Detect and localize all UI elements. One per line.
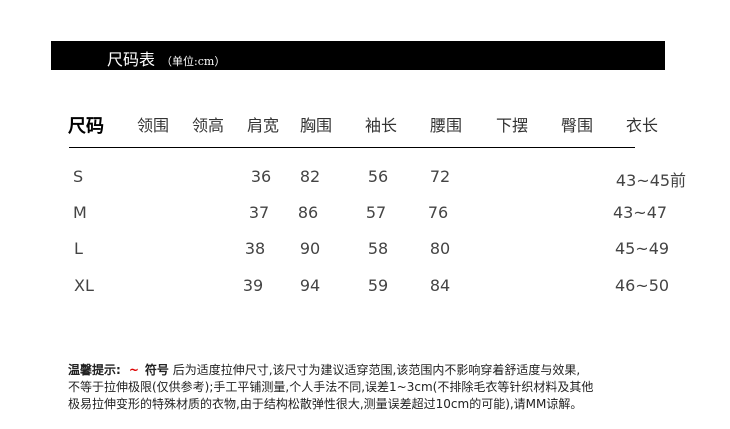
cell-sleeve: 59 (367, 276, 389, 295)
cell-shoulder: 36 (250, 167, 272, 186)
cell-waist: 72 (429, 167, 451, 186)
note-symbol: 符号 (144, 363, 169, 377)
cell-chest: 94 (299, 276, 321, 295)
table-row: M 37 86 57 76 43~47 (0, 203, 730, 225)
cell-length: 45~49 (614, 239, 670, 258)
header-collar-height: 领高 (191, 116, 225, 135)
header-shoulder: 肩宽 (246, 116, 280, 135)
cell-sleeve: 56 (367, 167, 389, 186)
tilde-symbol: ~ (128, 363, 139, 377)
cell-size: L (74, 239, 83, 258)
cell-size: M (73, 203, 87, 222)
cell-chest: 90 (299, 239, 321, 258)
header-hem: 下摆 (495, 116, 529, 135)
note-label: 温馨提示: (68, 363, 121, 377)
cell-shoulder: 38 (244, 239, 266, 258)
note-line-2: 不等于拉伸极限(仅供参考);手工平铺测量,个人手法不同,误差1~3cm(不排除毛… (68, 380, 594, 394)
measurement-note: 温馨提示: ~ 符号 后为适度拉伸尺寸,该尺寸为建议适穿范围,该范围内不影响穿着舒适… (68, 362, 668, 413)
cell-shoulder: 37 (248, 203, 270, 222)
cell-length: 43~45前 (615, 171, 687, 190)
header-chest: 胸围 (299, 116, 333, 135)
header-length: 衣长 (625, 116, 659, 135)
cell-chest: 86 (297, 203, 319, 222)
cell-size: S (73, 167, 84, 186)
cell-sleeve: 57 (365, 203, 387, 222)
cell-size: XL (74, 276, 94, 295)
title-text: 尺码表 (107, 50, 156, 69)
unit-text: （单位:cm） (161, 55, 226, 68)
chart-title: 尺码表 （单位:cm） (107, 46, 225, 70)
table-row: S 36 82 56 72 43~45前 (0, 167, 730, 190)
table-row: L 38 90 58 80 45~49 (0, 239, 730, 261)
cell-sleeve: 58 (367, 239, 389, 258)
header-waist: 腰围 (429, 116, 463, 135)
note-line-1: 后为适度拉伸尺寸,该尺寸为建议适穿范围,该范围内不影响穿着舒适度与效果, (172, 363, 581, 377)
table-row: XL 39 94 59 84 46~50 (0, 276, 730, 298)
cell-waist: 80 (429, 239, 451, 258)
header-divider (69, 147, 635, 148)
cell-chest: 82 (299, 167, 321, 186)
header-neck: 领围 (136, 116, 170, 135)
title-banner: 尺码表 （单位:cm） (51, 41, 665, 70)
cell-waist: 84 (429, 276, 451, 295)
header-hip: 臀围 (560, 116, 594, 135)
cell-length: 46~50 (614, 276, 670, 295)
cell-shoulder: 39 (242, 276, 264, 295)
cell-waist: 76 (427, 203, 449, 222)
header-sleeve: 袖长 (364, 116, 398, 135)
note-line-3: 极易拉伸变形的特殊材质的衣物,由于结构松散弹性很大,测量误差超过10cm的可能)… (68, 397, 583, 411)
cell-length: 43~47 (612, 203, 668, 222)
header-size: 尺码 (68, 116, 104, 137)
